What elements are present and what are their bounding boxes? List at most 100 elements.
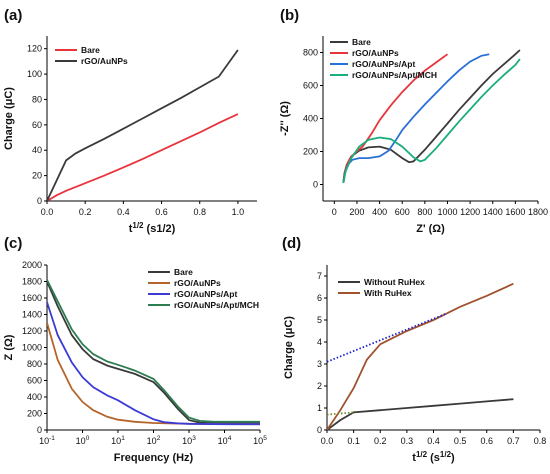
y-tick-label: 80 (32, 94, 42, 104)
x-tick-label: 101 (111, 435, 125, 446)
series-line-2 (327, 282, 514, 430)
x-tick-label: 1800 (528, 207, 548, 217)
y-tick-label: 0 (37, 196, 42, 206)
x-tick-label: 200 (349, 207, 364, 217)
y-tick-label: 7 (317, 271, 322, 281)
x-tick-label: 0.3 (401, 436, 414, 446)
legend-entry: rGO/AuNPs/Apt/MCH (352, 70, 437, 80)
y-tick-label: 20 (32, 171, 42, 181)
y-axis-label: Charge (μC) (283, 316, 295, 379)
chart-panel-4: (d) 0 1 2 3 4 5 6 7 0.0 0.1 0.2 0.3 0.4 0.5 0.6 0.7 0.8 t1… (282, 235, 546, 464)
x-axis-label: Frequency (Hz) (114, 452, 194, 464)
x-tick-label: 104 (218, 435, 232, 446)
y-tick-label: 5 (317, 315, 322, 325)
legend-entry: Without RuHex (364, 277, 425, 287)
x-tick-label: 10-1 (39, 435, 55, 446)
chart-panel-1: (a) 0 20 40 60 80 100 120 0.0 0.2 0.4 0.6 0.8 1.0 t1/2… (3, 7, 257, 235)
x-tick-label: 1600 (505, 207, 525, 217)
y-tick-label: 200 (27, 409, 42, 419)
legend-entry: rGO/AuNPs (352, 48, 399, 58)
x-tick-label: 1.0 (232, 207, 245, 217)
panel-label: (b) (280, 7, 299, 24)
x-tick-label: 0.5 (454, 436, 467, 446)
y-tick-label: 0 (313, 180, 318, 190)
y-tick-label: 2 (317, 381, 322, 391)
x-tick-label: 1200 (460, 207, 480, 217)
y-tick-label: 6 (317, 293, 322, 303)
legend-entry: Bare (352, 37, 371, 47)
y-tick-label: 1400 (22, 310, 42, 320)
series-line-3 (47, 301, 260, 426)
y-tick-label: 200 (303, 147, 318, 157)
fit-line-2 (326, 411, 354, 416)
y-tick-label: 1600 (22, 293, 42, 303)
x-tick-label: 1000 (437, 207, 457, 217)
x-tick-label: 0.0 (41, 207, 54, 217)
x-tick-label: 0.8 (534, 436, 547, 446)
y-tick-label: 2000 (22, 260, 42, 270)
x-tick-label: 600 (395, 207, 410, 217)
y-tick-label: 600 (303, 81, 318, 91)
fit-line-1 (326, 312, 448, 363)
x-tick-label: 0.4 (427, 436, 440, 446)
chart-panel-2: (b) 0 200 400 600 800 0 200 400 600 800 1000 1200 140… (279, 7, 548, 235)
legend-entry: rGO/AuNPs (81, 56, 128, 66)
x-tick-label: 0.6 (155, 207, 168, 217)
y-axis-label: Charge (μC) (3, 87, 15, 150)
y-tick-label: 400 (27, 392, 42, 402)
y-tick-label: 60 (32, 120, 42, 130)
y-tick-label: 0 (37, 425, 42, 435)
y-tick-label: 400 (303, 114, 318, 124)
x-tick-label: 105 (253, 435, 267, 446)
series-line-1 (47, 281, 260, 425)
x-axis-label: t1/2 (s1/2) (129, 221, 176, 235)
series-line-1 (327, 398, 514, 430)
y-tick-label: 600 (27, 376, 42, 386)
legend-entry: rGO/AuNPs (174, 278, 221, 288)
panel-label: (d) (282, 235, 301, 252)
x-tick-label: 400 (372, 207, 387, 217)
y-tick-label: 1 (317, 403, 322, 413)
series-line-3 (342, 53, 490, 183)
x-tick-label: 0.2 (374, 436, 387, 446)
x-axis-label: Z' (Ω) (416, 223, 445, 235)
x-tick-label: 0 (332, 207, 337, 217)
x-tick-label: 0.4 (117, 207, 130, 217)
y-axis-label: -Z'' (Ω) (279, 101, 291, 136)
series-line-4 (47, 279, 260, 423)
y-tick-label: 1800 (22, 277, 42, 287)
y-tick-label: 1000 (22, 343, 42, 353)
series-line-2 (342, 53, 449, 183)
series-line-1 (47, 113, 239, 201)
legend-entry: rGO/AuNPs/Apt (174, 289, 237, 299)
x-tick-label: 0.7 (507, 436, 520, 446)
y-tick-label: 800 (303, 48, 318, 58)
x-tick-label: 0.2 (79, 207, 92, 217)
legend-entry: With RuHex (364, 288, 412, 298)
chart-panel-3: (c) 0 200 400 600 800 1000 1200 1400 1600 1800 2000… (3, 235, 267, 464)
legend-entry: Bare (174, 267, 193, 277)
legend-entry: Bare (81, 45, 100, 55)
x-tick-label: 103 (182, 435, 196, 446)
x-tick-label: 0.8 (193, 207, 206, 217)
x-tick-label: 0.1 (347, 436, 360, 446)
legend-entry: rGO/AuNPs/Apt/MCH (174, 300, 259, 310)
panel-label: (c) (4, 235, 22, 252)
x-tick-label: 0.6 (480, 436, 493, 446)
panel-label: (a) (4, 7, 22, 24)
series-line-2 (47, 49, 239, 201)
y-tick-label: 800 (27, 359, 42, 369)
x-tick-label: 100 (76, 435, 90, 446)
legend-entry: rGO/AuNPs/Apt (352, 59, 415, 69)
y-tick-label: 0 (317, 425, 322, 435)
y-tick-label: 120 (27, 44, 42, 54)
y-tick-label: 4 (317, 337, 322, 347)
x-tick-label: 0.0 (321, 436, 334, 446)
series-line-4 (342, 58, 521, 183)
x-axis-label: t1/2 (s1/2) (412, 450, 455, 464)
x-tick-label: 102 (147, 435, 161, 446)
x-tick-label: 800 (417, 207, 432, 217)
y-tick-label: 40 (32, 145, 42, 155)
y-axis-label: Z (Ω) (3, 334, 15, 360)
